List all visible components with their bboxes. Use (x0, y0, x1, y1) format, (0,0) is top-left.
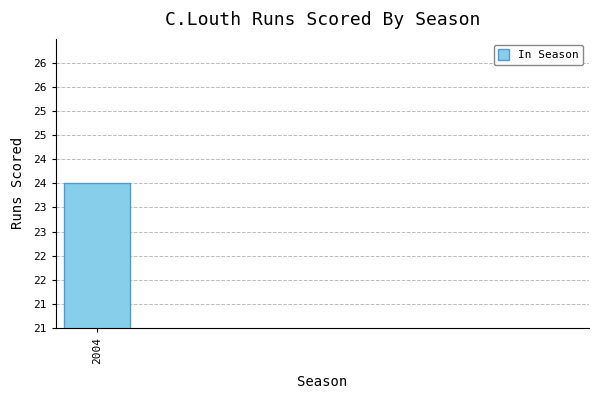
X-axis label: Season: Season (298, 375, 347, 389)
Legend: In Season: In Season (494, 44, 583, 65)
Title: C.Louth Runs Scored By Season: C.Louth Runs Scored By Season (165, 11, 480, 29)
Y-axis label: Runs Scored: Runs Scored (11, 137, 25, 230)
Bar (64, 183, 130, 328)
